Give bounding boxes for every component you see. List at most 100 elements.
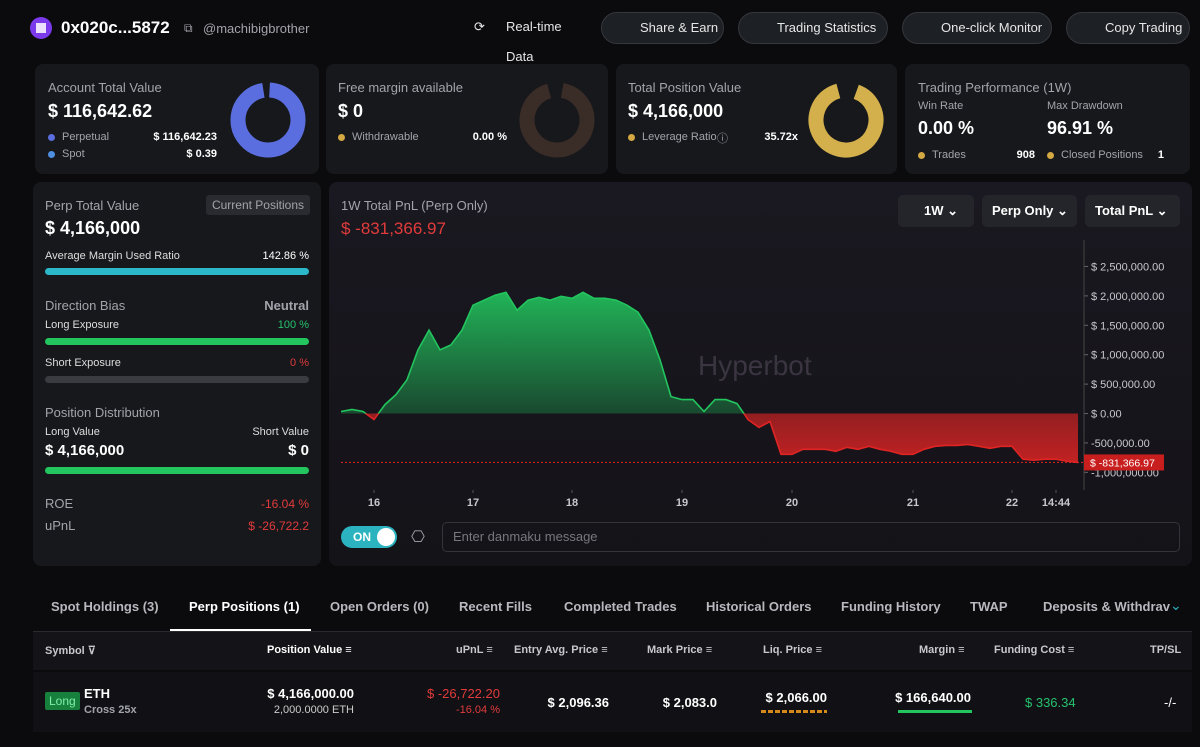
label: Perp Total Value xyxy=(45,198,140,213)
column-header[interactable]: Margin ≡ xyxy=(919,644,965,656)
table-row[interactable] xyxy=(33,672,1192,732)
liq-meter xyxy=(761,710,827,713)
column-header[interactable]: Entry Avg. Price ≡ xyxy=(514,644,608,656)
label: Long Value xyxy=(45,426,100,438)
column-header[interactable]: Position Value ≡ xyxy=(267,644,352,656)
tab[interactable]: Open Orders (0) xyxy=(330,599,429,614)
liq-price: $ 2,066.00 xyxy=(765,690,827,705)
y-tick-label: $ 2,000,000.00 xyxy=(1091,291,1164,303)
copy-button[interactable]: Copy Trading xyxy=(1066,12,1190,44)
x-tick-label: 22 xyxy=(1006,497,1018,509)
value: $ 4,166,000 xyxy=(45,442,125,459)
scope-dropdown[interactable]: Perp Only ⌄ xyxy=(982,195,1077,227)
stats-button[interactable]: Trading Statistics xyxy=(738,12,888,44)
row-label: Closed Positions xyxy=(1061,149,1143,161)
column-header[interactable]: Mark Price ≡ xyxy=(647,644,713,656)
x-tick-label: 20 xyxy=(786,497,798,509)
chart-current: $ -831,366.97 xyxy=(341,219,446,238)
donut xyxy=(808,82,884,158)
row-value: 35.72x xyxy=(764,131,798,143)
value: Neutral xyxy=(264,298,309,313)
label: Direction Bias xyxy=(45,298,126,313)
position-size: 2,000.0000 ETH xyxy=(273,704,354,716)
help-icon[interactable]: ⓘ xyxy=(717,133,728,145)
margin-mode: Cross 25x xyxy=(84,704,137,716)
value: 100 % xyxy=(277,319,309,331)
tab[interactable]: Funding History xyxy=(841,599,941,614)
label: uPnL xyxy=(45,518,76,533)
tab-active[interactable]: Perp Positions (1) xyxy=(189,599,300,614)
column-header[interactable]: uPnL ≡ xyxy=(456,644,493,656)
y-tick-label: $ 1,000,000.00 xyxy=(1091,350,1164,362)
mark-price: $ 2,083.0 xyxy=(662,695,717,710)
settings-icon[interactable]: ⎔ xyxy=(411,529,425,546)
realtime-button[interactable]: Real-time Data ⟳ xyxy=(468,12,588,64)
margin-card: Free margin available $ 0 Withdrawable 0… xyxy=(326,64,608,174)
stat-value: 96.91 % xyxy=(1047,118,1114,138)
y-tick-label: $ 500,000.00 xyxy=(1091,379,1155,391)
y-tick-label: -500,000.00 xyxy=(1091,438,1150,450)
danmaku-input[interactable]: Enter danmaku message xyxy=(442,522,1180,552)
x-tick-label: 21 xyxy=(907,497,919,509)
expand-icon[interactable]: ⌄ xyxy=(1170,597,1182,613)
toggle-label: ON xyxy=(353,530,371,544)
position-card: Total Position Value $ 4,166,000 Leverag… xyxy=(616,64,897,174)
copy-icon[interactable]: ⧉ xyxy=(184,21,193,35)
tab[interactable]: TWAP xyxy=(970,599,1008,614)
button-label: Share & Earn xyxy=(640,20,719,35)
progress-bar xyxy=(45,338,309,345)
side-badge: Long xyxy=(45,692,80,710)
current-marker xyxy=(1084,454,1164,471)
legend-dot xyxy=(48,134,55,141)
header-label: Entry Avg. Price xyxy=(514,644,599,656)
donut xyxy=(230,82,306,158)
tab[interactable]: Recent Fills xyxy=(459,599,532,614)
column-header[interactable]: Funding Cost ≡ xyxy=(994,644,1075,656)
danmaku-toggle[interactable]: ON xyxy=(341,526,397,548)
dropdown-label: Total PnL xyxy=(1095,203,1154,218)
label: Position Distribution xyxy=(45,405,160,420)
label: Short Exposure xyxy=(45,357,121,369)
button-label: Copy Trading xyxy=(1105,20,1183,35)
tab[interactable]: Completed Trades xyxy=(564,599,677,614)
tab[interactable]: Historical Orders xyxy=(706,599,812,614)
card-title: Trading Performance (1W) xyxy=(918,80,1072,95)
table-header xyxy=(33,632,1192,670)
monitor-button[interactable]: One-click Monitor xyxy=(902,12,1052,44)
row-value: 908 xyxy=(1016,149,1035,161)
column-header[interactable]: Liq. Price ≡ xyxy=(763,644,823,656)
label: Short Value xyxy=(252,426,309,438)
header-label: Funding Cost xyxy=(994,644,1065,656)
legend-dot xyxy=(1047,152,1054,159)
position-value: $ 4,166,000.00 xyxy=(267,686,354,701)
avatar xyxy=(30,17,52,39)
button-label: One-click Monitor xyxy=(941,20,1043,35)
badge[interactable]: Current Positions xyxy=(205,195,310,215)
card-title: Total Position Value xyxy=(628,80,742,95)
column-header: TP/SL xyxy=(1150,644,1182,656)
period-dropdown[interactable]: 1W ⌄ xyxy=(898,195,974,227)
column-header[interactable]: Symbol ⊽ xyxy=(45,645,96,657)
divider xyxy=(33,631,1192,632)
legend-dot xyxy=(628,134,635,141)
tab[interactable]: Spot Holdings (3) xyxy=(51,599,159,614)
dropdown-label: 1W xyxy=(924,203,944,218)
share-button[interactable]: Share & Earn xyxy=(601,12,724,44)
funding-cost: $ 336.34 xyxy=(1025,695,1076,710)
line-positive xyxy=(340,291,745,414)
donut xyxy=(519,82,595,158)
metric-dropdown[interactable]: Total PnL ⌄ xyxy=(1085,195,1180,227)
icon: ⟳ xyxy=(474,19,485,34)
header-label: Mark Price xyxy=(647,644,703,656)
button-label: Real-time Data xyxy=(506,19,562,64)
perp-panel: Perp Total Value Current Positions $ 4,1… xyxy=(33,182,321,566)
card-title: Account Total Value xyxy=(48,80,162,95)
tab[interactable]: Deposits & Withdrav xyxy=(1043,599,1171,614)
legend-dot xyxy=(338,134,345,141)
dropdown-label: Perp Only xyxy=(992,203,1054,218)
x-tick-label: 17 xyxy=(467,497,479,509)
card-value: $ 0 xyxy=(338,101,364,121)
watermark: Hyperbot xyxy=(698,350,812,381)
label: Long Exposure xyxy=(45,319,119,331)
